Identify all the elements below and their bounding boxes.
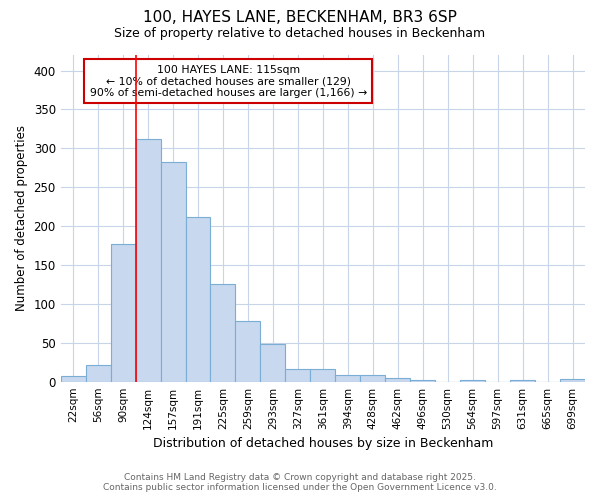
Text: Contains HM Land Registry data © Crown copyright and database right 2025.
Contai: Contains HM Land Registry data © Crown c… bbox=[103, 473, 497, 492]
Bar bbox=[310, 369, 335, 382]
Text: 100 HAYES LANE: 115sqm
← 10% of detached houses are smaller (129)
90% of semi-de: 100 HAYES LANE: 115sqm ← 10% of detached… bbox=[90, 65, 367, 98]
Bar bbox=[235, 321, 260, 382]
Bar bbox=[460, 380, 485, 382]
Text: 100, HAYES LANE, BECKENHAM, BR3 6SP: 100, HAYES LANE, BECKENHAM, BR3 6SP bbox=[143, 10, 457, 25]
Bar bbox=[211, 284, 235, 382]
Bar bbox=[110, 244, 136, 382]
Text: Size of property relative to detached houses in Beckenham: Size of property relative to detached ho… bbox=[115, 28, 485, 40]
Bar bbox=[560, 378, 585, 382]
Bar bbox=[410, 380, 435, 382]
Bar bbox=[360, 374, 385, 382]
Bar bbox=[185, 217, 211, 382]
Bar bbox=[385, 378, 410, 382]
Bar bbox=[335, 374, 360, 382]
Y-axis label: Number of detached properties: Number of detached properties bbox=[15, 126, 28, 312]
Bar bbox=[510, 380, 535, 382]
Bar bbox=[286, 369, 310, 382]
Bar bbox=[260, 344, 286, 382]
Bar bbox=[61, 376, 86, 382]
X-axis label: Distribution of detached houses by size in Beckenham: Distribution of detached houses by size … bbox=[152, 437, 493, 450]
Bar bbox=[161, 162, 185, 382]
Bar bbox=[86, 364, 110, 382]
Bar bbox=[136, 139, 161, 382]
